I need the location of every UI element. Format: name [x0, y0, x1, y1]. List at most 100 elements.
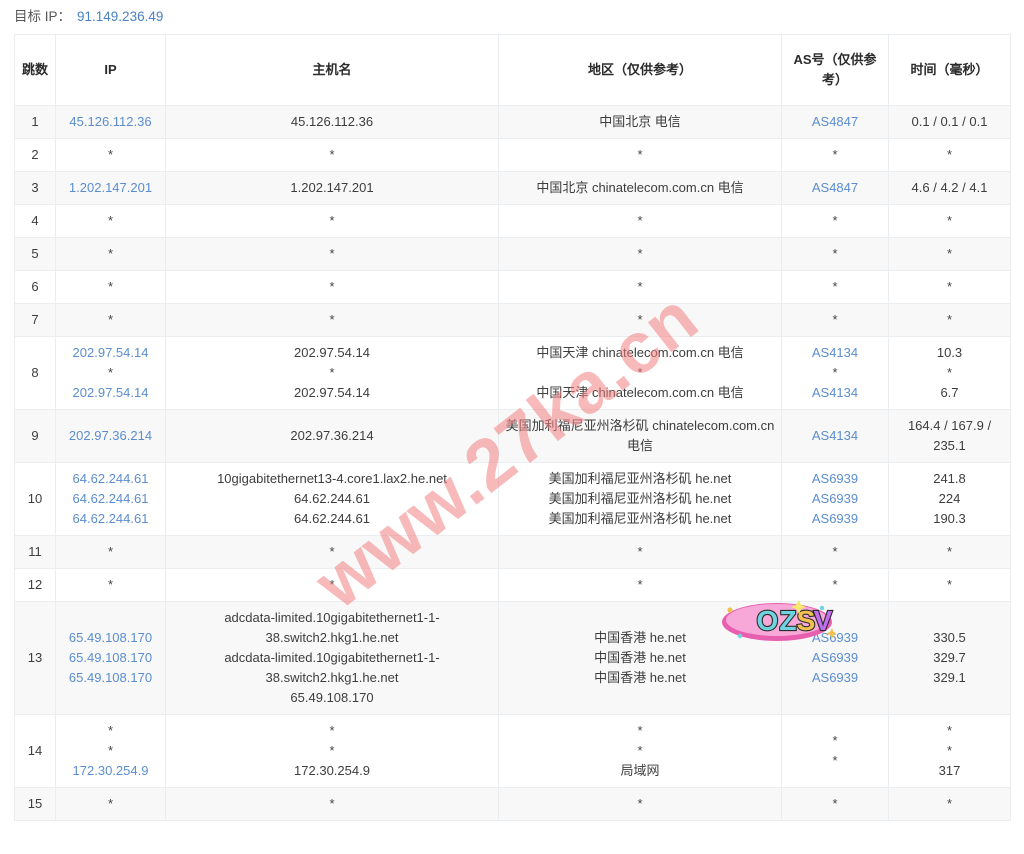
cell-as-link[interactable]: AS6939 [811, 471, 859, 486]
cell-as-link[interactable]: AS4134 [811, 345, 859, 360]
cell-as-link[interactable]: AS4134 [811, 385, 859, 400]
cell-host: * * 172.30.254.9 [165, 714, 499, 788]
cell-geo: 美国加利福尼亚州洛杉矶 chinatelecom.com.cn 电信 [498, 409, 782, 463]
table-row: 3 1.202.147.201 1.202.147.201 中国北京 chinatel… [14, 171, 1011, 205]
cell-ip-link[interactable]: 65.49.108.170 [68, 670, 153, 685]
cell-geo-text: 中国天津 chinatelecom.com.cn 电信 [536, 345, 744, 360]
cell-geo: * [498, 270, 782, 304]
cell-geo-text: * [637, 796, 643, 811]
cell-host-text: 65.49.108.170 [290, 690, 374, 705]
column-header-as: AS号（仅供参考） [781, 34, 889, 106]
cell-host-text: * [329, 365, 335, 380]
cell-ip-link[interactable]: 1.202.147.201 [68, 180, 153, 195]
cell-ip-link[interactable]: 64.62.244.61 [72, 471, 149, 486]
cell-geo-text: * [637, 246, 643, 261]
cell-ip-link[interactable]: 65.49.108.170 [68, 630, 153, 645]
cell-as: AS6939 AS6939 AS6939 [781, 462, 889, 536]
cell-as: * * [781, 714, 889, 788]
cell-as-text: * [832, 753, 838, 768]
cell-host-text: 64.62.244.61 [294, 511, 370, 526]
cell-geo-text: * [637, 147, 643, 162]
table-header-row: 跳数 IP 主机名 地区（仅供参考） AS号（仅供参考） 时间（毫秒） [14, 34, 1011, 106]
cell-ip-link[interactable]: 64.62.244.61 [72, 491, 149, 506]
cell-time: * [888, 303, 1011, 337]
cell-as-link[interactable]: AS4134 [811, 428, 859, 443]
cell-as-link[interactable]: AS6939 [811, 650, 859, 665]
cell-host: * [165, 535, 499, 569]
cell-as-text: * [832, 312, 838, 327]
cell-as-link[interactable]: AS6939 [811, 491, 859, 506]
cell-time-text: * [946, 246, 953, 261]
cell-as: * [781, 787, 889, 821]
cell-ip: * * 172.30.254.9 [55, 714, 166, 788]
cell-geo-text: 中国香港 he.net [594, 650, 686, 665]
cell-as: * [781, 138, 889, 172]
cell-ip: * [55, 535, 166, 569]
cell-ip-link[interactable]: 202.97.54.14 [72, 345, 149, 360]
table-row: 10 64.62.244.61 64.62.244.61 64.62.244.61 10… [14, 462, 1011, 536]
cell-host: 202.97.36.214 [165, 409, 499, 463]
cell-ip-link[interactable]: 45.126.112.36 [69, 114, 152, 129]
cell-hop: 3 [14, 171, 56, 205]
cell-ip-link[interactable]: 202.97.36.214 [68, 428, 153, 443]
cell-host: * [165, 568, 499, 602]
cell-as-link[interactable]: AS4847 [811, 180, 859, 195]
cell-time: 4.6 / 4.2 / 4.1 [888, 171, 1011, 205]
cell-geo: 中国北京 chinatelecom.com.cn 电信 [498, 171, 782, 205]
cell-as-text: * [832, 279, 838, 294]
table-row: 5 * * * * * [14, 237, 1011, 271]
cell-hop: 9 [14, 409, 56, 463]
cell-time: 0.1 / 0.1 / 0.1 [888, 105, 1011, 139]
cell-host: 1.202.147.201 [165, 171, 499, 205]
cell-geo: * [498, 303, 782, 337]
cell-geo: 中国香港 he.net 中国香港 he.net 中国香港 he.net [498, 601, 782, 715]
table-row: 2 * * * * * [14, 138, 1011, 172]
cell-time-text: * [946, 723, 953, 738]
cell-as-link[interactable]: AS6939 [811, 511, 859, 526]
cell-time: * [888, 568, 1011, 602]
cell-ip: 1.202.147.201 [55, 171, 166, 205]
cell-as-link[interactable]: AS6939 [811, 670, 859, 685]
cell-host-text: 172.30.254.9 [294, 763, 370, 778]
cell-time-text: 10.3 [936, 345, 963, 360]
cell-as: * [781, 535, 889, 569]
cell-time: 241.8 224 190.3 [888, 462, 1011, 536]
cell-as: * [781, 270, 889, 304]
cell-hop: 11 [14, 535, 56, 569]
cell-geo-text: 中国北京 chinatelecom.com.cn 电信 [536, 180, 744, 195]
cell-hop: 2 [14, 138, 56, 172]
cell-host: adcdata-limited.10gigabitethernet1-1-38.… [165, 601, 499, 715]
cell-as-text: * [832, 733, 838, 748]
cell-ip-text: * [107, 577, 114, 592]
table-row: 11 * * * * * [14, 535, 1011, 569]
cell-time: * [888, 237, 1011, 271]
cell-time: 10.3 * 6.7 [888, 336, 1011, 410]
cell-as-link[interactable]: AS4847 [811, 114, 859, 129]
cell-ip-link[interactable]: 65.49.108.170 [68, 650, 153, 665]
cell-ip-link[interactable]: 172.30.254.9 [72, 763, 149, 778]
cell-host-text: 1.202.147.201 [290, 180, 374, 195]
cell-time-text: * [946, 544, 953, 559]
table-row: 8 202.97.54.14 * 202.97.54.14 202.97.54.14 * 2… [14, 336, 1011, 410]
traceroute-table: 跳数 IP 主机名 地区（仅供参考） AS号（仅供参考） 时间（毫秒） 1 45.… [14, 34, 1011, 821]
cell-hop: 1 [14, 105, 56, 139]
cell-ip-text: * [107, 147, 114, 162]
table-body: 1 45.126.112.36 45.126.112.36 中国北京 电信 AS4847… [14, 105, 1011, 821]
cell-ip-link[interactable]: 64.62.244.61 [72, 511, 149, 526]
cell-ip-link[interactable]: 202.97.54.14 [72, 385, 149, 400]
cell-as-text: * [832, 213, 838, 228]
cell-hop: 13 [14, 601, 56, 715]
cell-as-link[interactable]: AS6939 [811, 630, 859, 645]
cell-host-text: 45.126.112.36 [290, 114, 374, 129]
cell-time-text: 329.1 [933, 670, 966, 685]
cell-time-text: 224 [938, 491, 961, 506]
cell-as: AS4847 [781, 105, 889, 139]
cell-host-text: * [329, 577, 335, 592]
cell-geo-text: 美国加利福尼亚州洛杉矶 chinatelecom.com.cn 电信 [505, 418, 775, 453]
cell-ip-text: * [107, 544, 114, 559]
cell-host: * [165, 303, 499, 337]
cell-geo: * [498, 237, 782, 271]
cell-ip: * [55, 204, 166, 238]
cell-geo-text: 美国加利福尼亚州洛杉矶 he.net [548, 471, 732, 486]
cell-ip: * [55, 303, 166, 337]
